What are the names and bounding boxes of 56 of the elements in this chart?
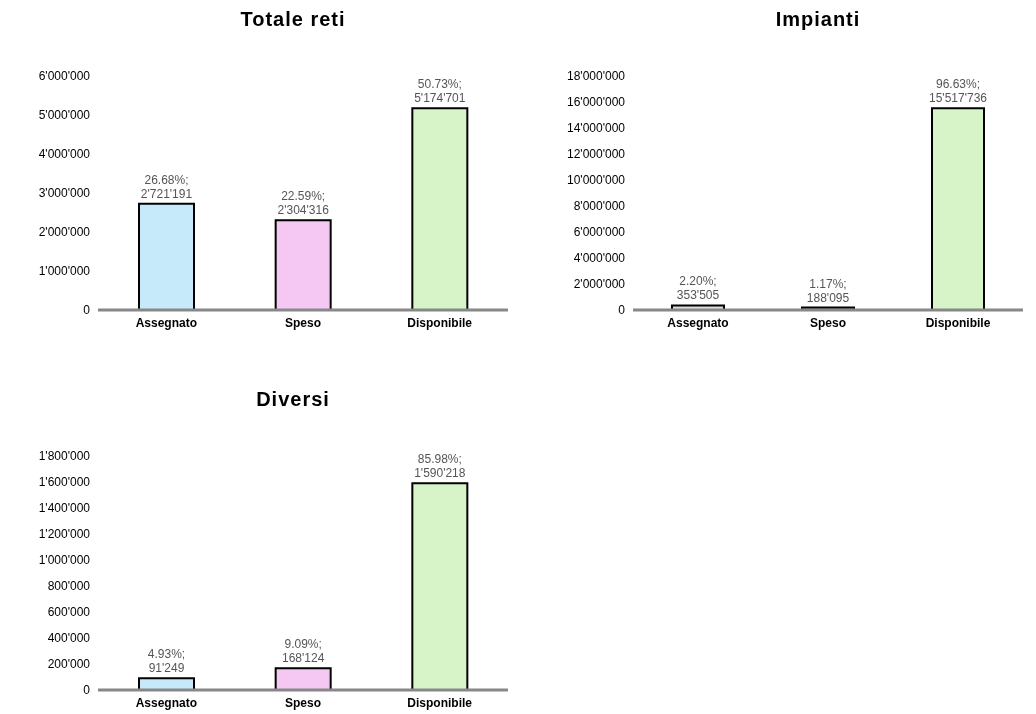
y-tick-label: 6'000'000 [38, 69, 91, 84]
x-tick-label: Speso [284, 315, 322, 330]
y-tick-label: 4'000'000 [38, 147, 91, 162]
bar [411, 482, 469, 690]
y-tick-label: 2'000'000 [38, 225, 91, 240]
x-tick-label: Disponibile [925, 315, 991, 330]
y-tick-label: 10'000'000 [567, 173, 626, 188]
x-tick-label: Disponibile [407, 315, 473, 330]
data-label: 2.20%; 353'505 [676, 274, 720, 303]
bar [274, 667, 332, 690]
y-tick-label: 1'400'000 [38, 501, 91, 516]
bar [411, 107, 469, 310]
y-tick-label: 18'000'000 [567, 69, 626, 84]
y-tick-label: 1'600'000 [38, 475, 91, 490]
data-label: 9.09%; 168'124 [281, 637, 325, 666]
y-tick-label: 600'000 [47, 605, 91, 620]
data-label: 22.59%; 2'304'316 [277, 189, 330, 218]
y-tick-label: 6'000'000 [573, 225, 626, 240]
chart-title: Totale reti [239, 8, 347, 32]
y-tick-label: 2'000'000 [573, 277, 626, 292]
data-label: 26.68%; 2'721'191 [140, 172, 193, 201]
bar [931, 107, 985, 310]
y-tick-label: 1'000'000 [38, 553, 91, 568]
x-tick-label: Assegnato [135, 695, 198, 710]
x-tick-label: Assegnato [667, 315, 729, 330]
y-tick-label: 8'000'000 [573, 199, 626, 214]
y-tick-label: 16'000'000 [567, 95, 626, 110]
bar [671, 304, 725, 310]
chart-title: Impianti [774, 8, 862, 32]
bar [138, 677, 195, 690]
y-tick-label: 400'000 [47, 631, 91, 646]
y-tick-label: 14'000'000 [567, 121, 626, 136]
x-tick-label: Speso [809, 315, 847, 330]
data-label: 85.98%; 1'590'218 [414, 452, 466, 481]
y-tick-label: 1'800'000 [38, 449, 91, 464]
x-tick-label: Disponibile [407, 695, 473, 710]
y-tick-label: 1'200'000 [38, 527, 91, 542]
y-tick-label: 3'000'000 [38, 186, 91, 201]
data-label: 4.93%; 91'249 [147, 647, 186, 676]
y-tick-label: 4'000'000 [573, 251, 626, 266]
bar [274, 219, 332, 310]
x-tick-label: Assegnato [135, 315, 198, 330]
y-tick-label: 0 [83, 683, 91, 698]
data-label: 96.63%; 15'517'736 [929, 77, 988, 106]
y-tick-label: 0 [83, 303, 91, 318]
chart-title: Diversi [255, 388, 331, 412]
y-tick-label: 1'000'000 [38, 264, 91, 279]
x-tick-label: Speso [284, 695, 322, 710]
y-tick-label: 12'000'000 [567, 147, 626, 162]
y-tick-label: 200'000 [47, 657, 91, 672]
y-tick-label: 0 [618, 303, 626, 318]
y-tick-label: 800'000 [47, 579, 91, 594]
y-tick-label: 5'000'000 [38, 108, 91, 123]
bar [138, 202, 195, 310]
data-label: 50.73%; 5'174'701 [414, 77, 466, 106]
data-label: 1.17%; 188'095 [806, 276, 850, 305]
